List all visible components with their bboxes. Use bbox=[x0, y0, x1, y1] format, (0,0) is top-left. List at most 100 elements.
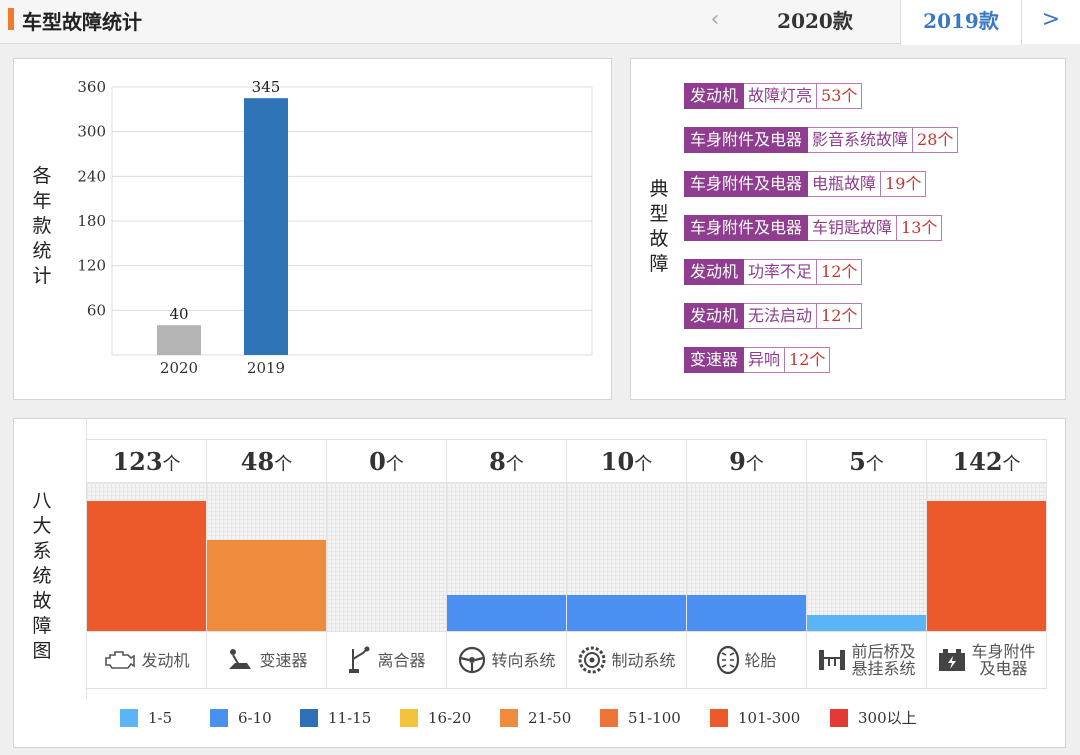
fault-count: 28个 bbox=[913, 127, 959, 153]
system-bar-area bbox=[207, 483, 326, 631]
fault-category: 车身附件及电器 bbox=[684, 215, 809, 241]
tab-2020[interactable]: 2020款 bbox=[777, 9, 853, 33]
system-count-value: 9 bbox=[729, 447, 746, 476]
legend-label: 51-100 bbox=[628, 708, 681, 727]
system-count-unit: 个 bbox=[1002, 454, 1021, 475]
steering-wheel-icon bbox=[457, 645, 491, 675]
system-count: 123个 bbox=[87, 439, 206, 483]
typical-faults-panel: 典 型 故 障 发动机 故障灯亮 53个 车身附件及电器 影音系统故障 28个 … bbox=[630, 58, 1066, 400]
legend-label: 21-50 bbox=[528, 708, 572, 727]
fault-item[interactable]: 发动机 功率不足 12个 bbox=[684, 259, 863, 285]
prev-arrow-icon[interactable]: ‹ bbox=[710, 7, 720, 32]
legend-item: 6-10 bbox=[210, 707, 300, 728]
legend-item: 11-15 bbox=[300, 707, 400, 728]
fault-category: 车身附件及电器 bbox=[684, 171, 809, 197]
system-count-value: 8 bbox=[489, 447, 506, 476]
system-column[interactable]: 0个 离合器 bbox=[327, 439, 447, 689]
tire-icon bbox=[716, 645, 744, 675]
system-count-value: 10 bbox=[600, 447, 635, 476]
bar-value-label: 345 bbox=[252, 78, 281, 96]
fault-item[interactable]: 发动机 故障灯亮 53个 bbox=[684, 83, 863, 109]
system-column[interactable]: 123个 发动机 bbox=[87, 439, 207, 689]
system-bar bbox=[927, 501, 1046, 631]
y-tick-label: 240 bbox=[77, 167, 106, 185]
system-count-unit: 个 bbox=[274, 454, 293, 475]
legend-item: 16-20 bbox=[400, 707, 500, 728]
page-title: 车型故障统计 bbox=[22, 10, 142, 34]
fault-category: 发动机 bbox=[684, 303, 745, 329]
system-count: 10个 bbox=[567, 439, 686, 483]
fault-description: 电瓶故障 bbox=[808, 171, 882, 197]
brake-disc-icon bbox=[577, 645, 611, 675]
years-label-char: 各 bbox=[32, 165, 52, 187]
system-bar-area bbox=[807, 483, 926, 631]
system-count-unit: 个 bbox=[745, 454, 764, 475]
legend-swatch bbox=[120, 708, 138, 727]
engine-icon bbox=[103, 649, 141, 671]
faults-label-char: 典 bbox=[649, 178, 669, 200]
system-name: 变速器 bbox=[259, 650, 308, 670]
legend-label: 6-10 bbox=[238, 708, 272, 727]
legend-item: 101-300 bbox=[710, 707, 830, 728]
y-tick-label: 360 bbox=[77, 78, 106, 96]
bar-value-label: 40 bbox=[169, 305, 188, 323]
legend-item: 51-100 bbox=[600, 707, 710, 728]
system-bar-area bbox=[327, 483, 446, 631]
fault-item[interactable]: 车身附件及电器 车钥匙故障 13个 bbox=[684, 215, 943, 241]
fault-item[interactable]: 车身附件及电器 影音系统故障 28个 bbox=[684, 127, 959, 153]
x-tick-label: 2019 bbox=[247, 359, 285, 377]
fault-item[interactable]: 发动机 无法启动 12个 bbox=[684, 303, 863, 329]
system-label: 车身附件 及电器 bbox=[927, 631, 1046, 689]
faults-label-char: 障 bbox=[649, 253, 669, 275]
system-label: 前后桥及 悬挂系统 bbox=[807, 631, 926, 689]
header-bar: 车型故障统计 ‹ 2020款 2019款 > bbox=[0, 0, 1080, 45]
legend-item: 1-5 bbox=[120, 707, 210, 728]
system-column[interactable]: 10个制动系统 bbox=[567, 439, 687, 689]
fault-description: 无法启动 bbox=[744, 303, 818, 329]
y-tick-label: 120 bbox=[77, 257, 106, 275]
suspension-icon bbox=[817, 646, 851, 674]
system-count-value: 48 bbox=[240, 447, 275, 476]
fault-count: 53个 bbox=[817, 83, 863, 109]
system-count: 5个 bbox=[807, 439, 926, 483]
system-label: 制动系统 bbox=[567, 631, 686, 689]
systems-label-char: 八 bbox=[32, 490, 52, 512]
fault-description: 功率不足 bbox=[744, 259, 818, 285]
system-column[interactable]: 8个 转向系统 bbox=[447, 439, 567, 689]
system-column[interactable]: 48个变速器 bbox=[207, 439, 327, 689]
system-bar-area bbox=[687, 483, 806, 631]
y-tick-label: 180 bbox=[77, 212, 106, 230]
systems-label-char: 图 bbox=[32, 640, 52, 662]
year-tabs: ‹ 2020款 2019款 > bbox=[690, 0, 1080, 45]
system-bar-area bbox=[87, 483, 206, 631]
legend-swatch bbox=[500, 708, 518, 727]
system-count-value: 0 bbox=[369, 447, 386, 476]
legend-label: 101-300 bbox=[738, 708, 801, 727]
next-arrow-icon[interactable]: > bbox=[1022, 0, 1080, 44]
fault-item[interactable]: 车身附件及电器 电瓶故障 19个 bbox=[684, 171, 927, 197]
systems-label-char: 障 bbox=[32, 615, 52, 637]
system-name: 制动系统 bbox=[611, 650, 676, 670]
system-bar bbox=[447, 594, 566, 631]
system-count: 48个 bbox=[207, 439, 326, 483]
years-vertical-label: 各 年 款 统 计 bbox=[30, 164, 54, 289]
system-column[interactable]: 5个前后桥及 悬挂系统 bbox=[807, 439, 927, 689]
fault-count: 19个 bbox=[881, 171, 927, 197]
system-column[interactable]: 142个车身附件 及电器 bbox=[927, 439, 1047, 689]
system-count: 0个 bbox=[327, 439, 446, 483]
title-accent bbox=[8, 8, 14, 30]
gear-shift-icon bbox=[225, 647, 259, 673]
system-count-value: 142 bbox=[952, 447, 1003, 476]
system-count-unit: 个 bbox=[162, 454, 181, 475]
years-bar-chart: 60 120 180 240 300 360 40 2020 345 2019 bbox=[77, 78, 593, 377]
system-name: 轮胎 bbox=[744, 650, 777, 670]
system-bar-area bbox=[447, 483, 566, 631]
bar-2019 bbox=[244, 98, 288, 355]
fault-category: 车身附件及电器 bbox=[684, 127, 809, 153]
system-column[interactable]: 9个轮胎 bbox=[687, 439, 807, 689]
fault-item[interactable]: 变速器 异响 12个 bbox=[684, 347, 831, 373]
system-count-unit: 个 bbox=[865, 454, 884, 475]
system-bar bbox=[567, 594, 686, 631]
tab-2019[interactable]: 2019款 bbox=[900, 0, 1022, 45]
system-bar bbox=[87, 501, 206, 631]
